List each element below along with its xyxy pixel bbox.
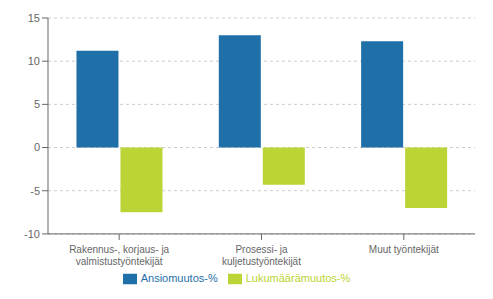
svg-text:Prosessi- jakuljetustyöntekijä: Prosessi- jakuljetustyöntekijät (222, 244, 301, 267)
svg-text:-5: -5 (30, 185, 40, 197)
svg-text:Muut työntekijät: Muut työntekijät (369, 244, 439, 255)
svg-text:5: 5 (34, 98, 40, 110)
svg-text:Rakennus-, korjaus- javalmistu: Rakennus-, korjaus- javalmistustyöntekij… (69, 244, 169, 267)
html-text:Lukumäärämuutos-%: Lukumäärämuutos-% (245, 271, 351, 284)
svg-text:0: 0 (34, 141, 40, 153)
html-text:Ansiomuutos-%: Ansiomuutos-% (140, 271, 218, 284)
svg-text:10: 10 (28, 55, 40, 67)
svg-text:-10: -10 (24, 228, 40, 240)
svg-text:15: 15 (28, 12, 40, 24)
